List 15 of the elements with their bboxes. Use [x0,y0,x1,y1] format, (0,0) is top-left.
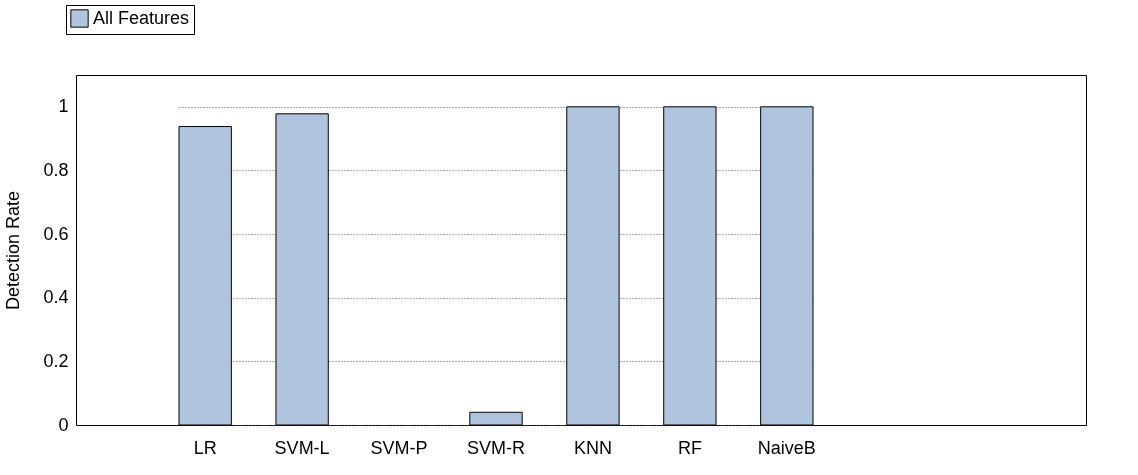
y-tick-label: 0.4 [43,287,69,308]
y-tick-label: 0.8 [43,159,69,180]
legend-label: All Features [93,7,190,28]
x-tick-label: KNN [573,437,612,458]
x-tick-label: SVM-R [467,437,525,458]
y-axis-title: Detection Rate [3,190,24,311]
y-tick-label: 0.2 [43,350,69,371]
x-tick-label: SVM-P [370,437,428,458]
y-tick-label: 0.6 [43,223,69,244]
x-tick-label: LR [193,437,217,458]
y-tick-label: 1 [58,96,69,117]
y-tick-label: 0 [58,414,69,435]
x-tick-label: RF [677,437,702,458]
x-tick-label: NaiveB [757,437,816,458]
x-tick-label: SVM-L [274,437,330,458]
